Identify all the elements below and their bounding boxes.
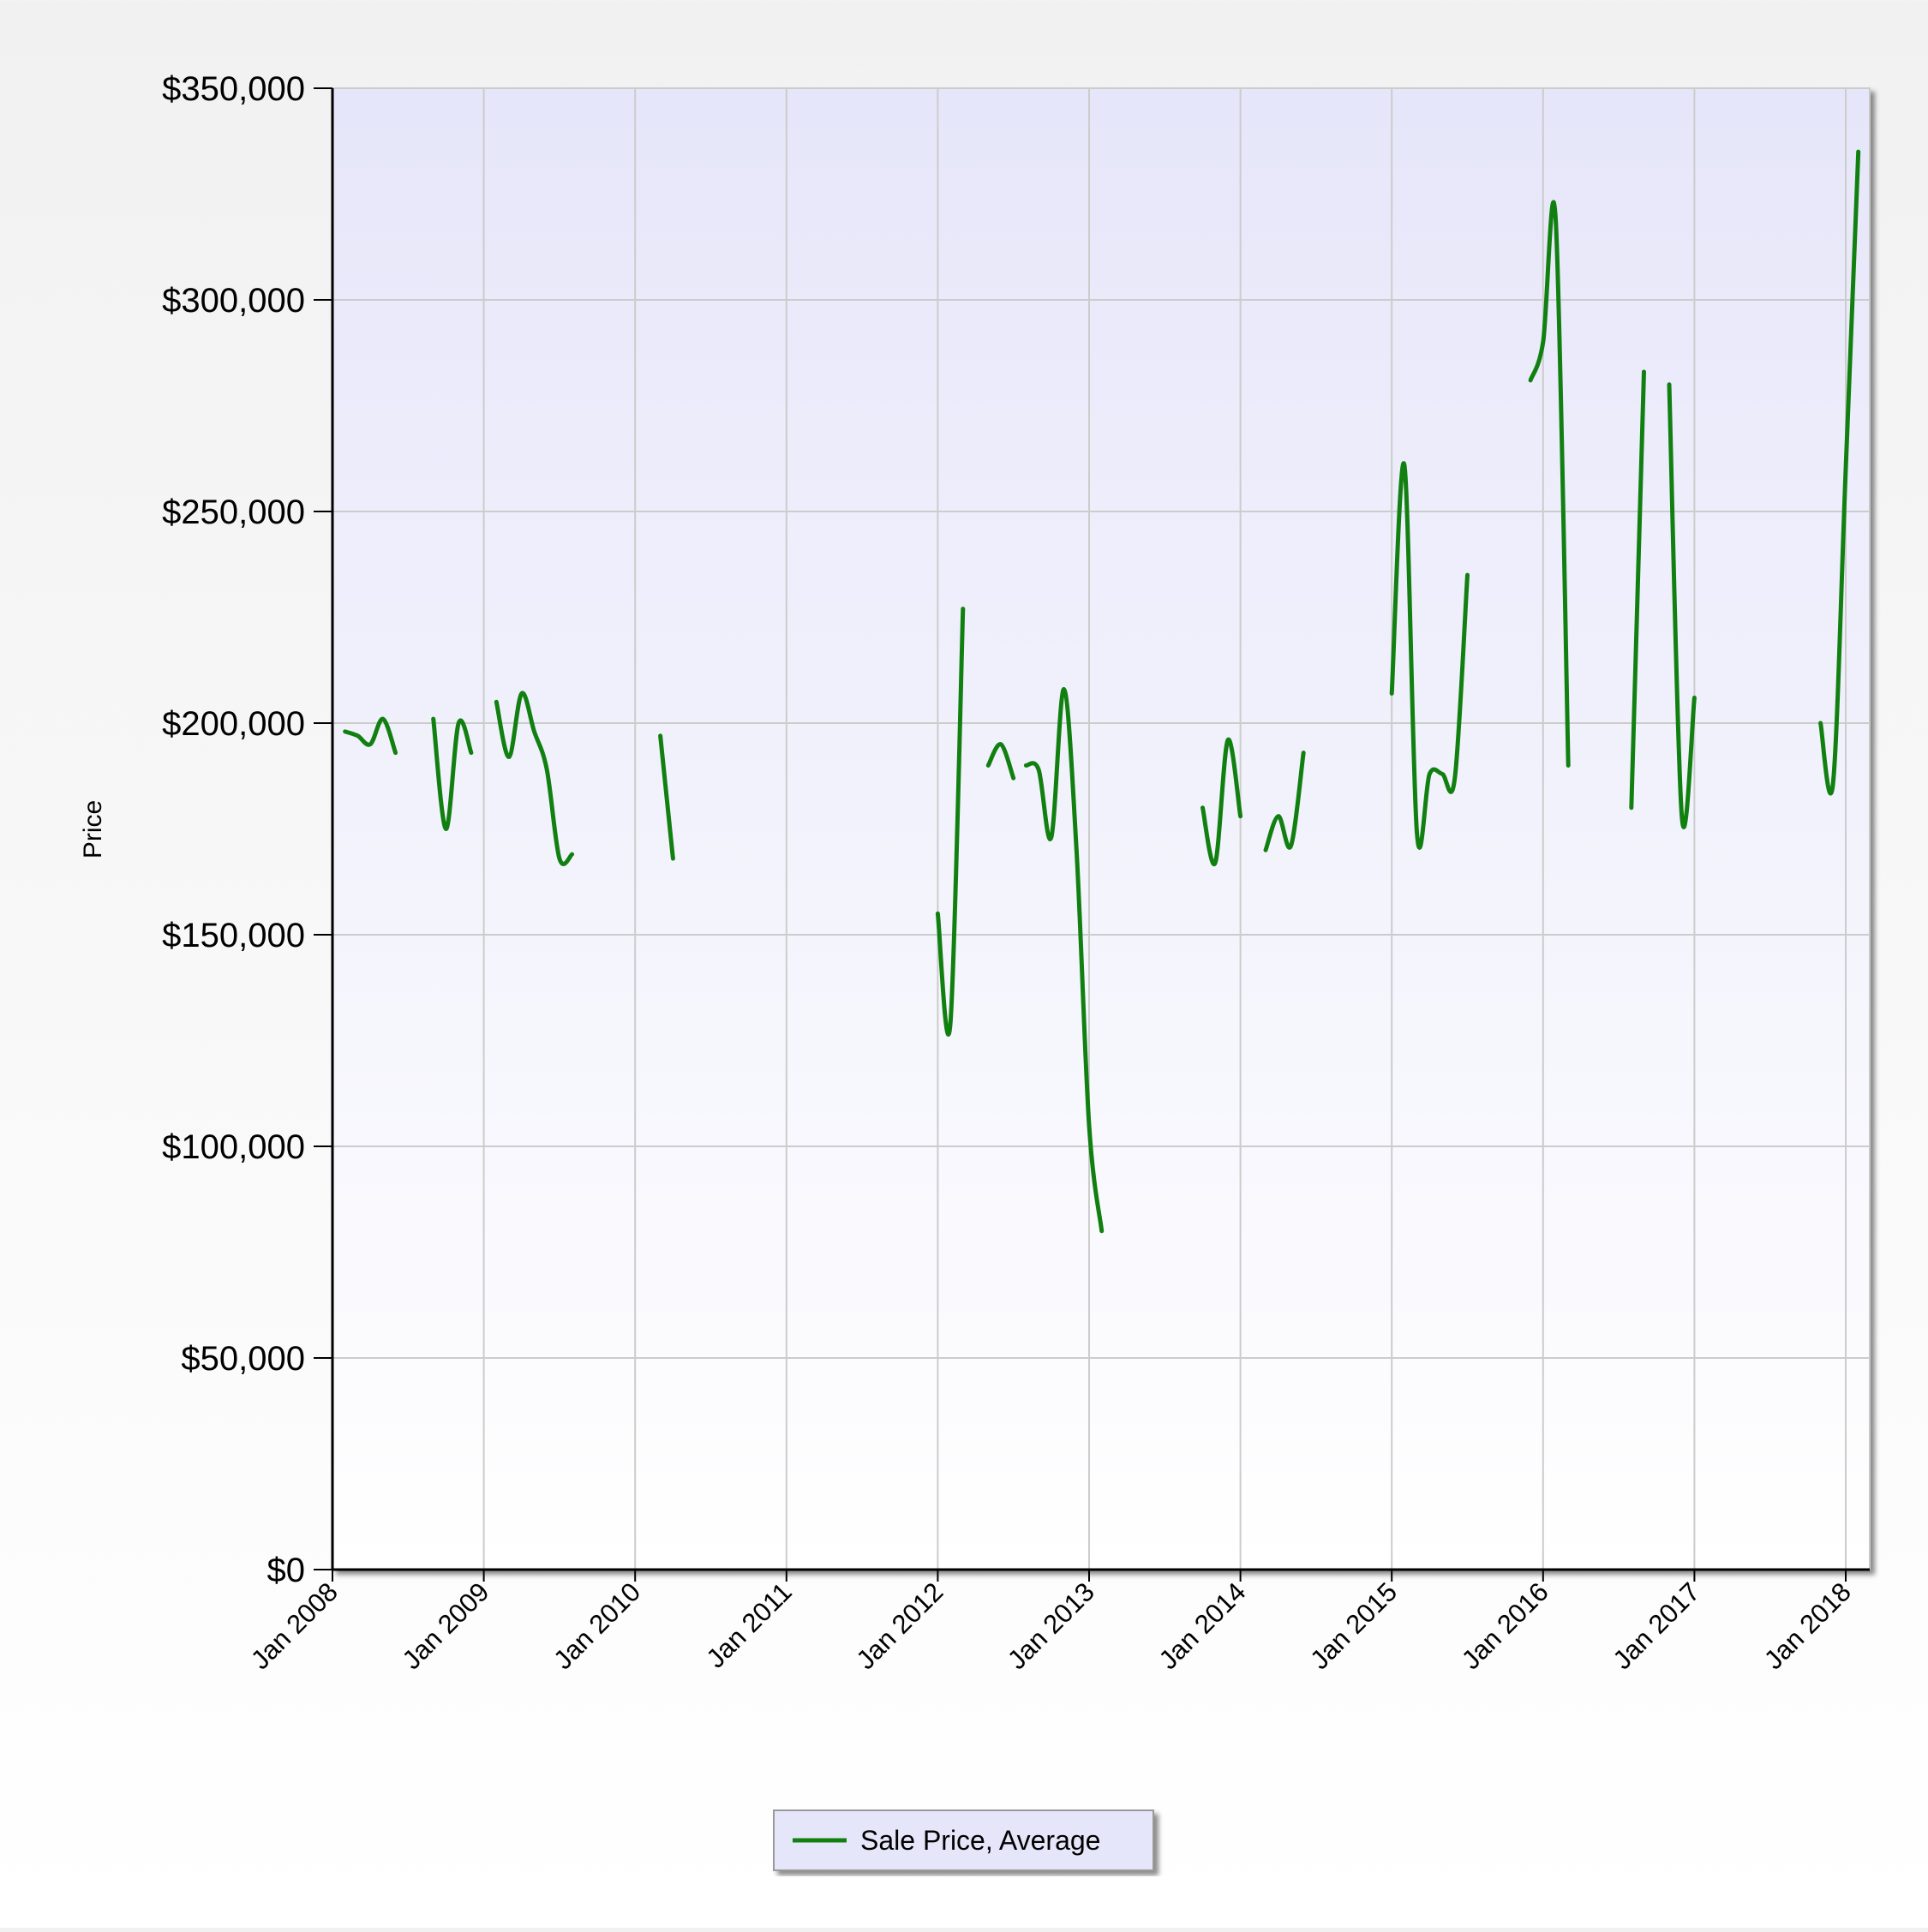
x-tick-label: Jan 2011: [700, 1576, 797, 1673]
x-tick-label: Jan 2015: [1304, 1576, 1403, 1675]
series-line-segment: [1023, 686, 1105, 1234]
series-line-segment: [1818, 149, 1861, 796]
series-line-segment: [1201, 737, 1243, 867]
series-line-segment: [985, 742, 1016, 781]
legend: Sale Price, Average: [773, 1809, 1154, 1871]
y-tick-label: $250,000: [162, 493, 305, 531]
y-tick-label: $0: [267, 1552, 306, 1589]
series-line-segment: [658, 733, 675, 861]
series-line-segment: [1389, 461, 1470, 850]
y-axis-label: Price: [79, 800, 107, 858]
plot-area: [332, 87, 1871, 1570]
series-line-segment: [1629, 369, 1646, 810]
series-line-segment: [343, 716, 398, 756]
legend-entry-label: Sale Price, Average: [860, 1825, 1100, 1856]
x-tick-label: Jan 2013: [1002, 1576, 1100, 1675]
x-tick-label: Jan 2016: [1456, 1576, 1554, 1675]
y-tick-label: $200,000: [162, 705, 305, 743]
x-tick-label: Jan 2017: [1607, 1576, 1705, 1675]
series-line-segment: [1528, 200, 1571, 768]
x-tick-label: Jan 2010: [548, 1576, 646, 1675]
x-tick-label: Jan 2009: [397, 1576, 495, 1675]
series-line-segment: [431, 716, 474, 832]
series-line-segment: [935, 607, 966, 1037]
y-tick-label: $100,000: [162, 1128, 305, 1166]
x-tick-label: Jan 2008: [245, 1576, 344, 1675]
y-tick-label: $50,000: [181, 1340, 305, 1378]
x-tick-label: Jan 2012: [850, 1576, 949, 1675]
y-tick-label: $150,000: [162, 917, 305, 954]
x-tick-label: Jan 2014: [1153, 1576, 1252, 1675]
series-line-segment: [494, 691, 575, 866]
series-line-segment: [1263, 751, 1306, 852]
series-line-segment: [1667, 382, 1697, 829]
y-tick-label: $350,000: [162, 70, 305, 108]
y-tick-label: $300,000: [162, 282, 305, 320]
x-tick-label: Jan 2018: [1758, 1576, 1857, 1675]
